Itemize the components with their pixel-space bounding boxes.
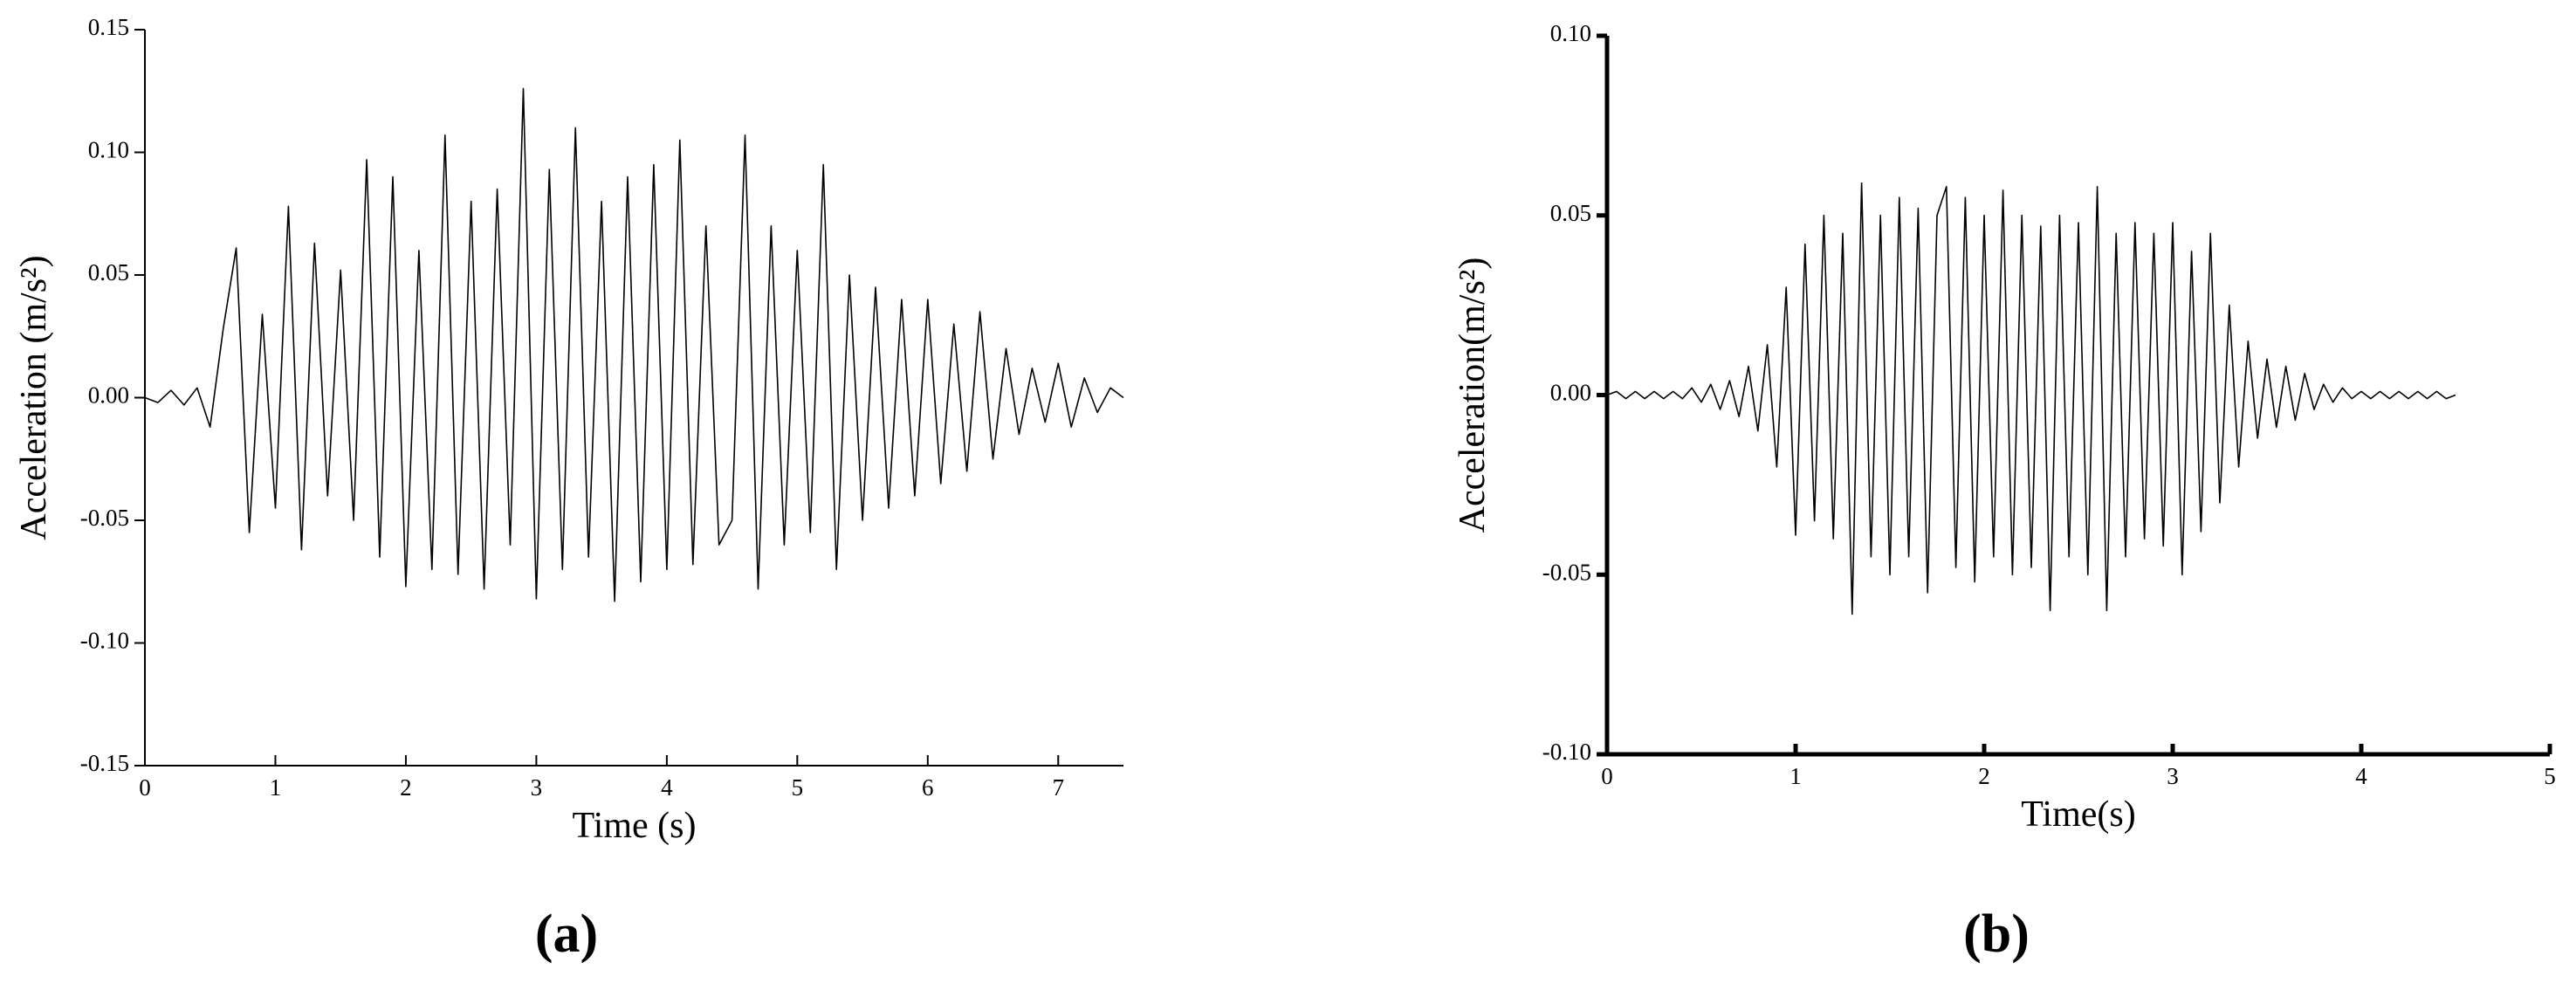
y-tick-label: -0.05 (1542, 559, 1591, 585)
y-axis-title: Acceleration(m/s²) (1453, 258, 1493, 533)
x-axis-title: Time (s) (573, 806, 697, 846)
y-tick-label: 0.00 (1550, 380, 1591, 406)
x-tick-label: 6 (922, 774, 934, 801)
x-tick-label: 2 (400, 774, 412, 801)
y-tick-label: 0.05 (88, 259, 129, 285)
x-tick-label: 1 (1789, 763, 1802, 789)
x-tick-label: 3 (531, 774, 543, 801)
x-tick-label: 2 (1978, 763, 1990, 789)
y-tick-label: 0.05 (1550, 200, 1591, 226)
y-axis-title: Acceleration (m/s²) (14, 255, 54, 540)
y-tick-label: 0.10 (88, 137, 129, 163)
x-tick-label: 7 (1053, 774, 1065, 801)
y-tick-label: -0.10 (80, 628, 129, 654)
x-tick-label: 4 (661, 774, 673, 801)
signal-line (1606, 182, 2456, 615)
x-tick-label: 3 (2167, 763, 2179, 789)
x-tick-label: 0 (139, 774, 151, 801)
y-tick-label: -0.05 (80, 505, 129, 531)
x-tick-label: 5 (792, 774, 804, 801)
x-tick-label: 5 (2544, 763, 2556, 789)
x-axis-title: Time(s) (2021, 794, 2135, 835)
y-tick-label: -0.15 (80, 750, 129, 776)
x-tick-label: 0 (1601, 763, 1613, 789)
y-tick-label: 0.10 (1550, 20, 1591, 46)
panel-label: (b) (1963, 904, 2030, 964)
y-tick-label: -0.10 (1542, 739, 1591, 765)
y-tick-label: 0.15 (88, 14, 129, 40)
x-tick-label: 1 (270, 774, 282, 801)
signal-line (144, 87, 1124, 602)
y-tick-label: 0.00 (88, 382, 129, 409)
panel-label: (a) (535, 904, 598, 964)
x-tick-label: 4 (2355, 763, 2367, 789)
